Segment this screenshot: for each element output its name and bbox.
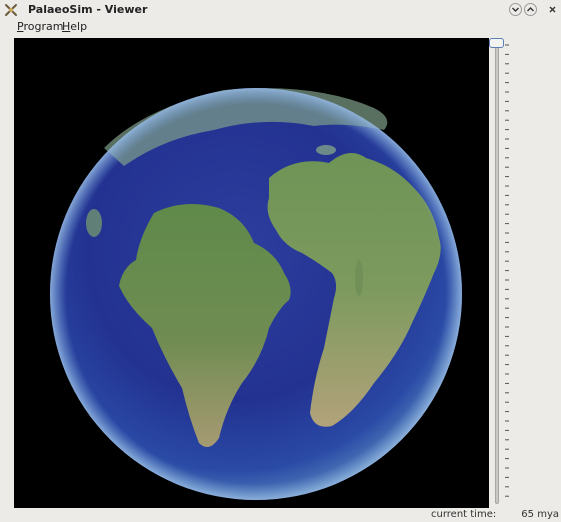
menu-program-mnemonic: P [17, 20, 24, 33]
close-button[interactable] [546, 3, 559, 16]
menu-program[interactable]: Program [17, 20, 63, 33]
menu-help[interactable]: Help [62, 20, 87, 33]
chevron-down-icon [512, 7, 519, 12]
minimize-button[interactable] [509, 3, 522, 16]
status-label: current time: [431, 509, 497, 520]
status-bar: current time: 65 mya [0, 508, 561, 522]
maximize-button[interactable] [524, 3, 537, 16]
time-slider-handle[interactable] [489, 38, 504, 48]
menu-help-mnemonic: H [62, 20, 71, 33]
menu-help-label: elp [70, 20, 88, 33]
close-icon [549, 6, 556, 13]
time-slider-ticks [505, 44, 509, 497]
menu-program-label: rogram [23, 20, 64, 33]
time-slider-track[interactable] [495, 40, 499, 504]
menu-bar: Program Help [0, 18, 561, 36]
app-icon[interactable] [4, 3, 18, 17]
title-bar[interactable]: PalaeoSim - Viewer [0, 0, 561, 19]
earth-globe[interactable] [14, 38, 489, 508]
chevron-up-icon [527, 7, 534, 12]
globe-viewport[interactable] [14, 38, 489, 508]
window-title: PalaeoSim - Viewer [28, 3, 148, 16]
current-time-value: 65 mya [521, 509, 559, 520]
